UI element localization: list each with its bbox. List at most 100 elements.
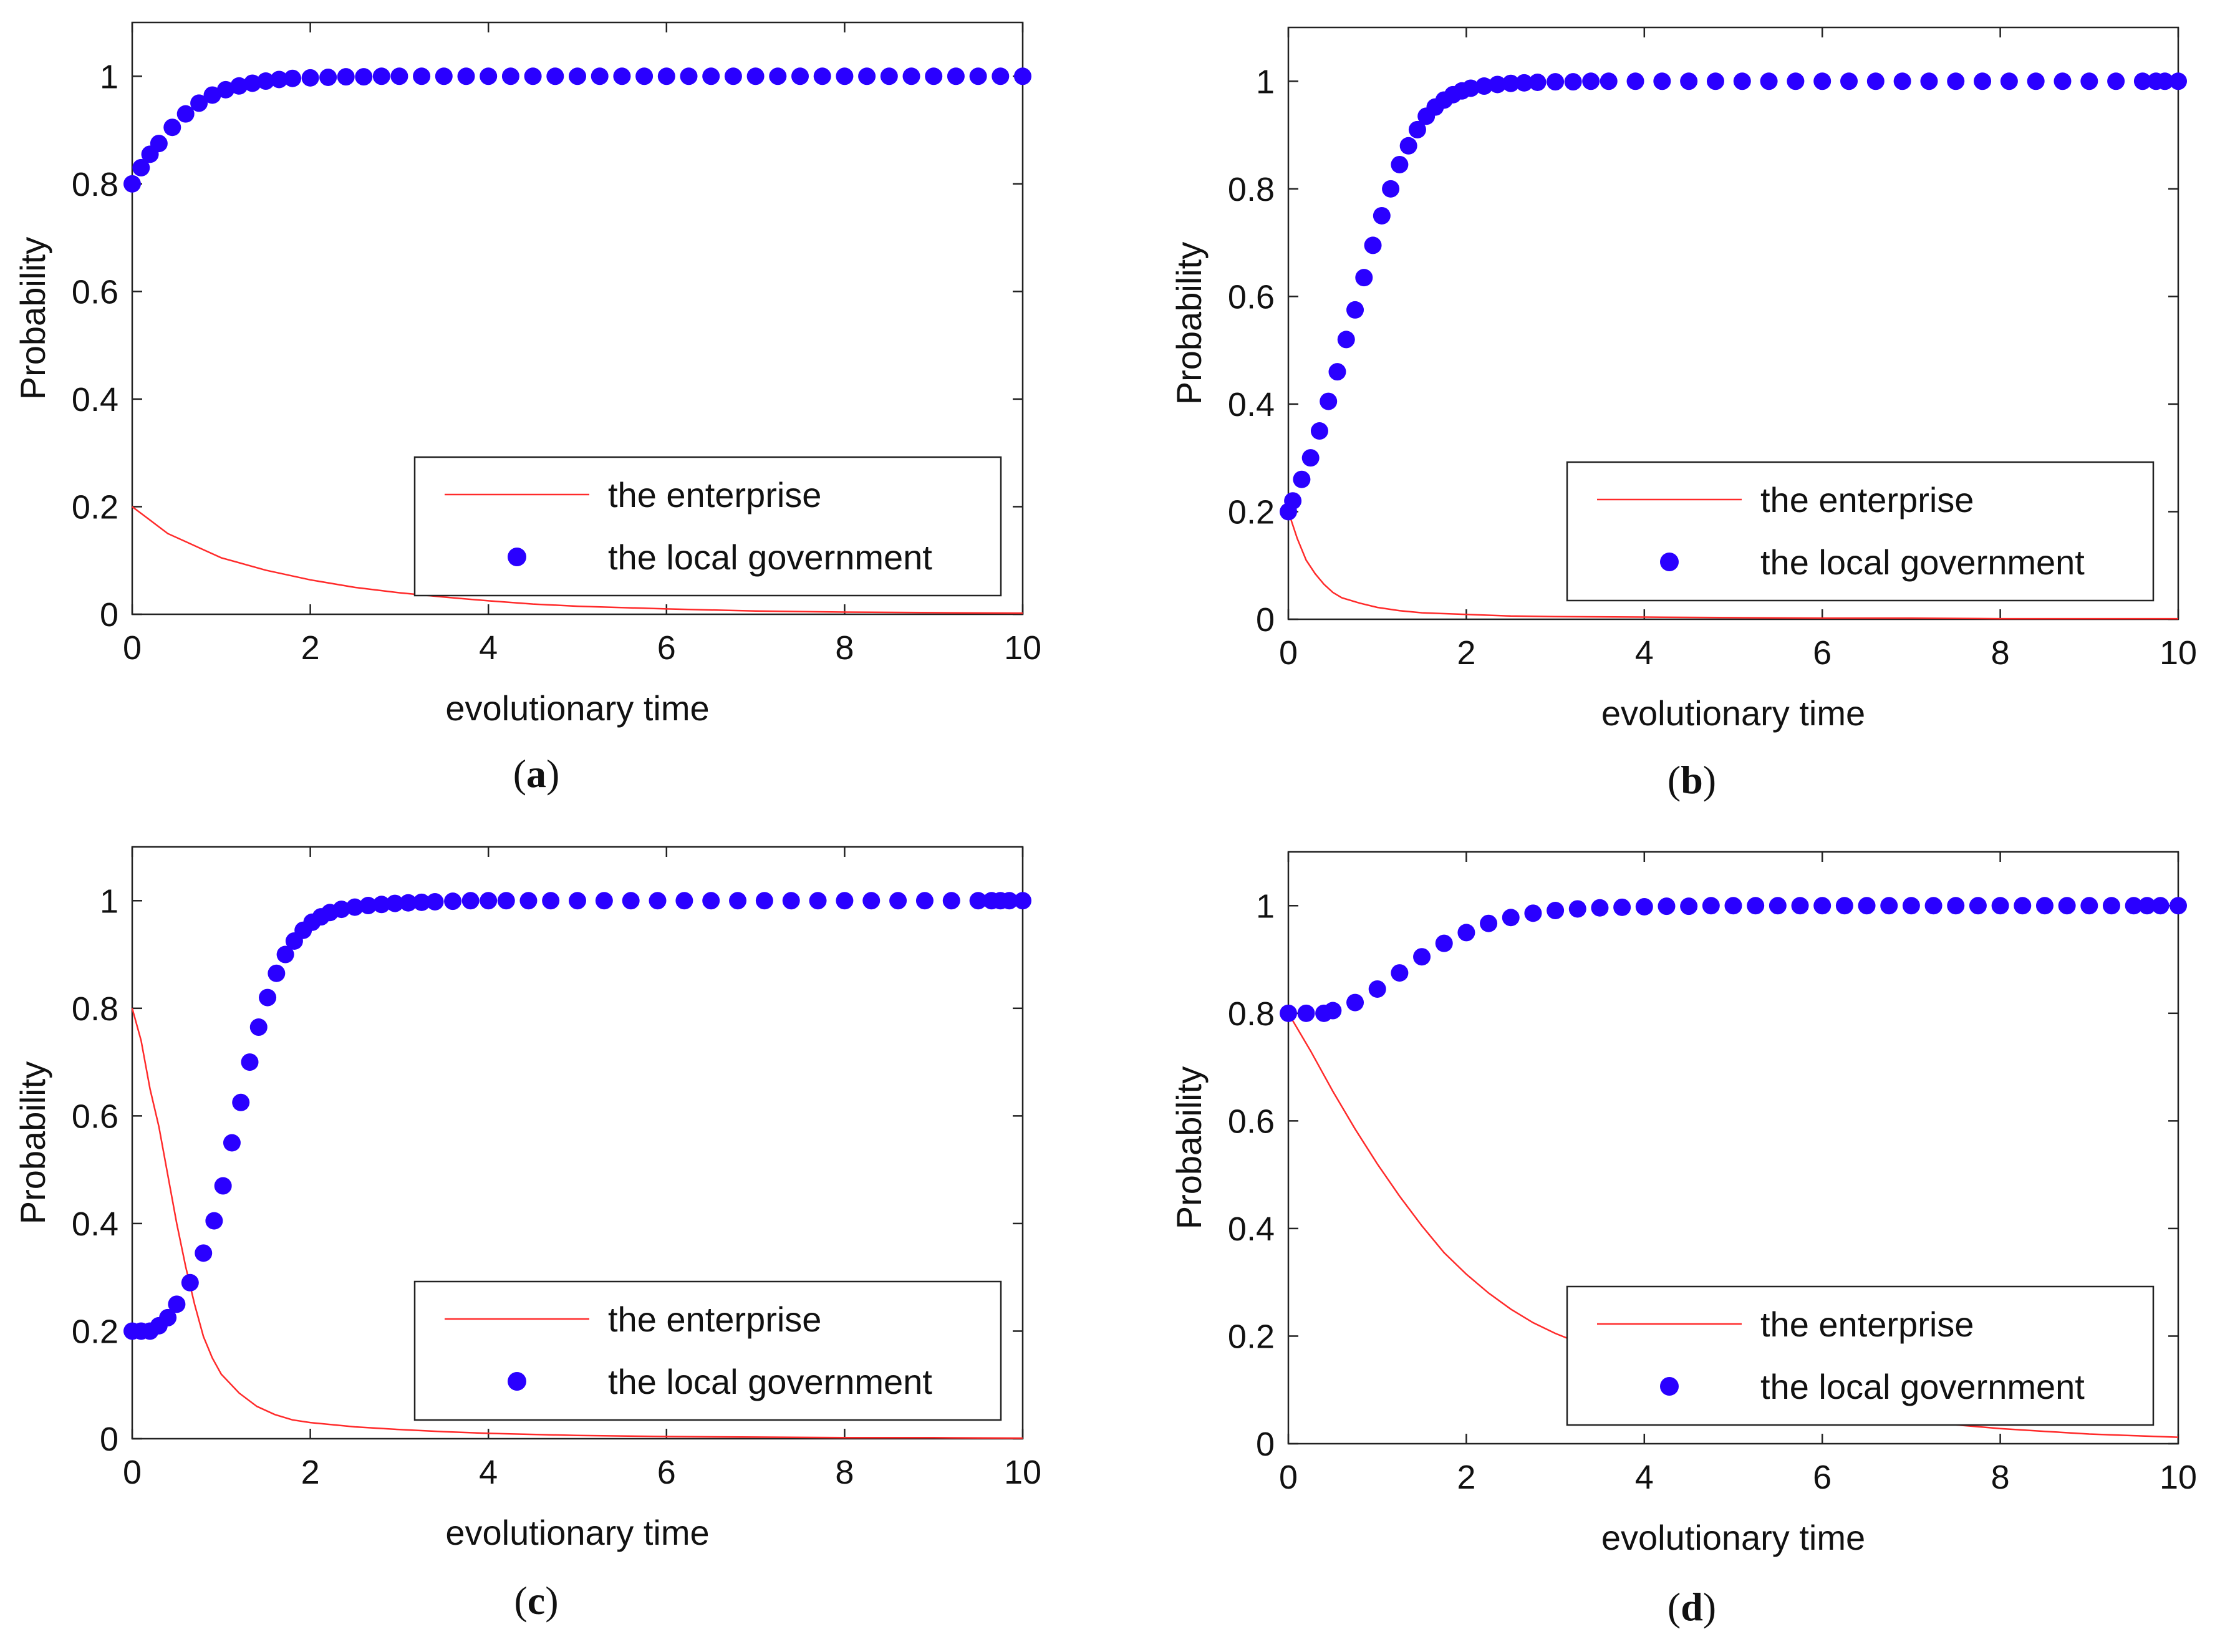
data-point-government — [372, 67, 390, 85]
data-point-government — [992, 67, 1010, 85]
data-point-government — [257, 72, 275, 90]
data-point-government — [2138, 897, 2156, 915]
data-point-government — [1413, 948, 1431, 966]
data-point-government — [755, 892, 773, 910]
data-point-government — [444, 892, 462, 911]
data-point-government — [1813, 72, 1832, 90]
data-point-government — [1658, 897, 1676, 915]
data-point-government — [524, 67, 542, 85]
data-point-government — [1582, 72, 1600, 90]
data-point-government — [947, 67, 965, 85]
data-point-government — [1866, 72, 1885, 90]
y-tick-label: 0 — [1256, 601, 1275, 639]
legend-marker-swatch — [1660, 1377, 1679, 1396]
data-point-government — [622, 892, 640, 910]
data-point-government — [1480, 914, 1498, 932]
panel-caption: (c) — [514, 1578, 558, 1623]
y-tick-label: 0.6 — [1228, 278, 1275, 316]
series-line-enterprise — [132, 506, 1023, 614]
data-point-government — [902, 67, 920, 85]
data-point-government — [2156, 72, 2174, 90]
y-tick-label: 0.6 — [72, 273, 118, 311]
chart-panel-d: 0 2 4 6 8 10 0 0.2 0.4 0.6 0.8 1 evolutionary time Pr… — [1169, 851, 2197, 1629]
data-point-government — [1346, 993, 1364, 1012]
data-point-government — [1635, 897, 1653, 915]
data-point-government — [1310, 422, 1328, 440]
x-tick-label: 10 — [1004, 1454, 1041, 1491]
data-point-government — [163, 118, 181, 137]
data-point-government — [346, 898, 364, 916]
data-point-government — [2027, 72, 2045, 90]
data-point-government — [1880, 897, 1898, 915]
data-point-government — [675, 892, 693, 910]
data-point-government — [746, 67, 765, 85]
data-point-government — [1835, 897, 1853, 915]
data-point-government — [2102, 897, 2120, 915]
x-axis-label: evolutionary time — [1601, 693, 1865, 733]
data-point-government — [1747, 897, 1765, 915]
data-point-government — [1297, 1004, 1315, 1022]
y-tick-label: 0.2 — [72, 488, 118, 526]
data-point-government — [2133, 72, 2151, 90]
data-point-government — [259, 988, 277, 1007]
data-point-government — [702, 892, 720, 910]
series-line-enterprise — [1287, 511, 2178, 620]
data-point-government — [2080, 72, 2098, 90]
y-axis-label: Probability — [13, 237, 52, 400]
y-tick-label: 0 — [100, 596, 118, 634]
legend-label-government: the local government — [608, 538, 932, 577]
data-point-government — [359, 897, 377, 915]
data-point-government — [1014, 892, 1031, 910]
data-point-government — [813, 67, 831, 85]
data-point-government — [1591, 899, 1609, 917]
data-point-government — [332, 901, 350, 919]
legend-marker-swatch — [508, 1372, 526, 1391]
data-point-government — [1840, 72, 1858, 90]
data-point-government — [457, 67, 475, 85]
data-point-government — [2080, 897, 2098, 915]
x-axis-label: evolutionary time — [445, 1513, 709, 1552]
data-point-government — [1974, 72, 1992, 90]
data-point-government — [230, 77, 248, 95]
data-point-government — [1791, 897, 1809, 915]
data-point-government — [276, 945, 294, 964]
data-point-government — [480, 892, 498, 910]
data-point-government — [2107, 72, 2125, 90]
data-point-government — [969, 67, 987, 85]
data-point-government — [1399, 137, 1417, 155]
data-point-government — [880, 67, 898, 85]
x-tick-label: 10 — [1004, 629, 1041, 667]
legend: the enterprise the local government — [1566, 461, 2155, 602]
data-point-government — [390, 67, 408, 85]
data-point-government — [1368, 980, 1386, 998]
data-point-government — [1337, 331, 1355, 349]
data-point-government — [249, 1018, 268, 1036]
data-point-government — [915, 892, 934, 910]
data-point-government — [1324, 1002, 1342, 1020]
data-point-government — [657, 67, 675, 85]
legend-label-government: the local government — [1760, 1367, 2085, 1406]
data-point-government — [2035, 897, 2054, 915]
data-point-government — [150, 135, 168, 153]
data-point-government — [1813, 897, 1832, 915]
data-point-government — [1920, 72, 1938, 90]
data-point-government — [942, 892, 960, 910]
data-point-government — [205, 1212, 223, 1230]
data-point-government — [337, 68, 355, 86]
data-point-government — [132, 158, 150, 176]
data-point-government — [836, 892, 854, 910]
data-point-government — [1733, 72, 1751, 90]
data-point-government — [284, 69, 302, 87]
data-point-government — [680, 67, 698, 85]
x-tick-label: 8 — [1991, 1459, 2010, 1496]
legend-box — [413, 1280, 1002, 1421]
data-point-government — [501, 67, 519, 85]
y-axis-label: Probability — [13, 1061, 52, 1224]
data-point-government — [426, 892, 444, 911]
y-tick-label: 1 — [1256, 887, 1275, 925]
data-point-government — [1284, 492, 1302, 510]
data-point-government — [889, 892, 907, 910]
data-point-government — [649, 892, 667, 910]
data-point-government — [1991, 897, 2009, 915]
